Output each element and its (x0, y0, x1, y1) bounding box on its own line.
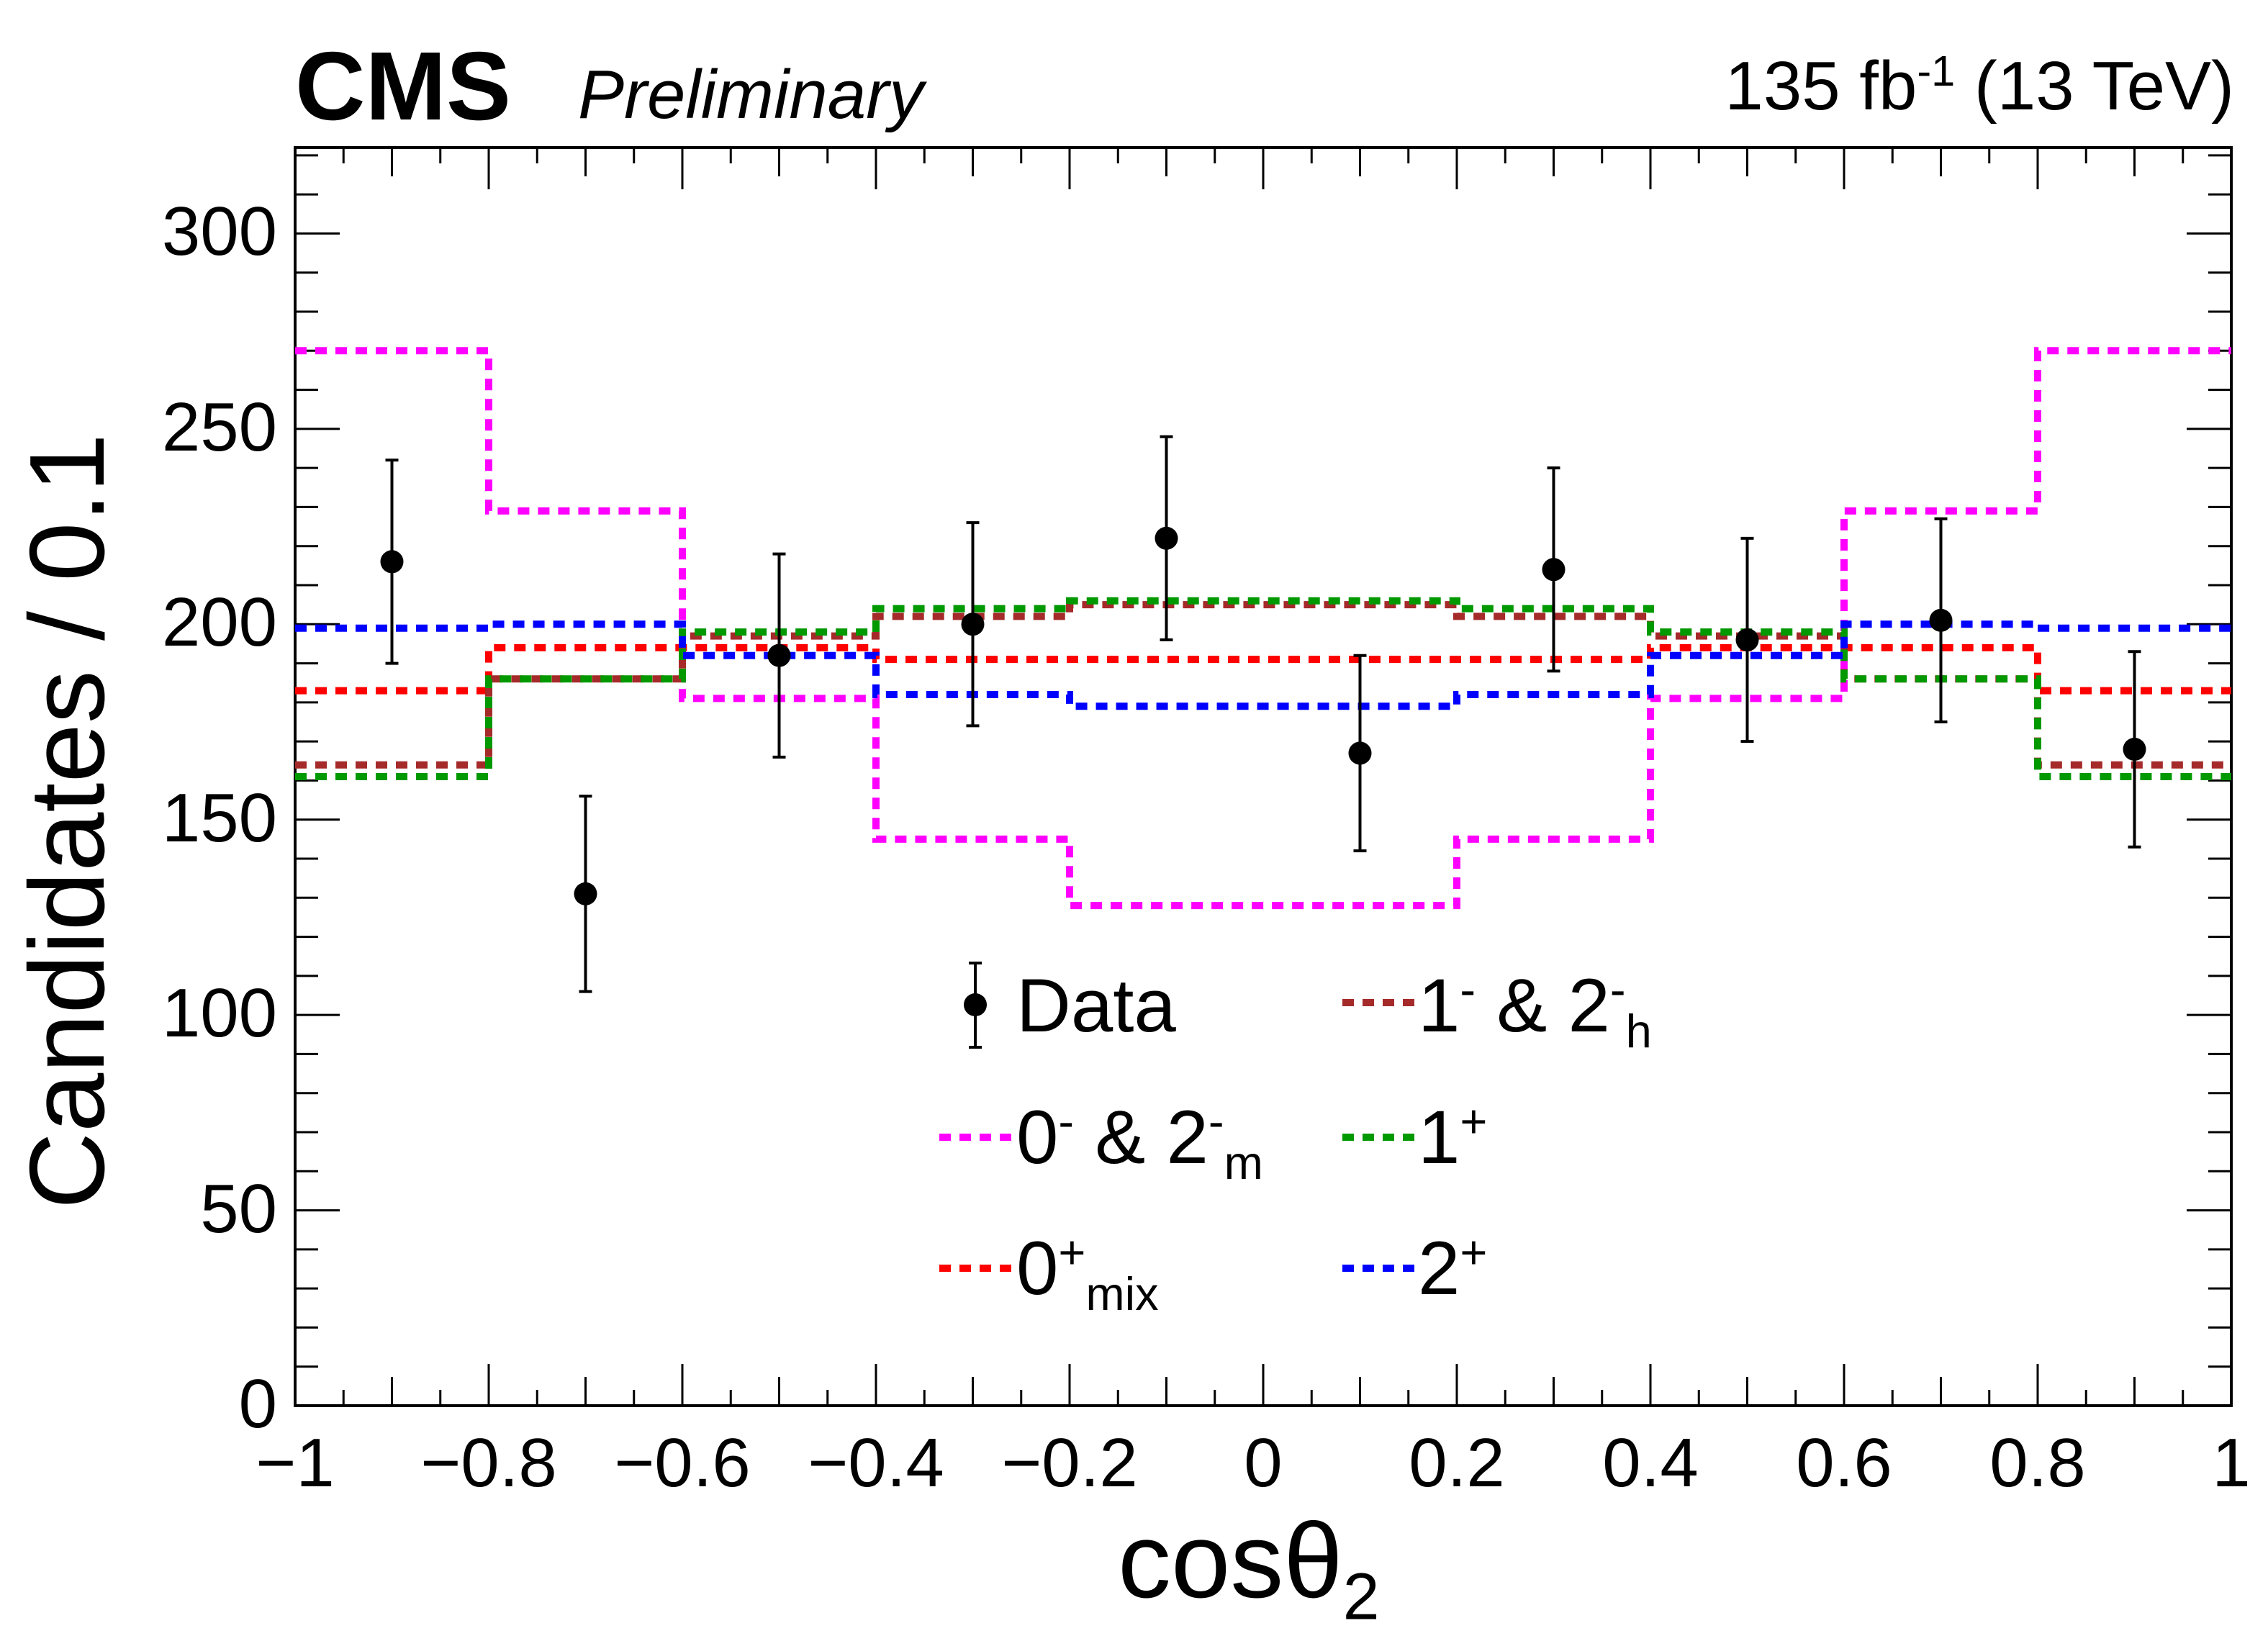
x-tick-label: −0.8 (420, 1424, 557, 1501)
data-point (1155, 526, 1178, 550)
data-point (2123, 738, 2146, 761)
legend-1minus-main: 1 (1418, 964, 1460, 1048)
y-tick-label: 300 (161, 193, 277, 271)
y-tick-label: 250 (161, 388, 277, 466)
legend-0mix-sub: mix (1085, 1267, 1159, 1320)
histogram-2- (295, 620, 2231, 710)
histogram-0-2-m (295, 347, 2231, 910)
x-axis-title: cosθ2 (1118, 1508, 1380, 1630)
legend-0mix-sup: + (1058, 1226, 1086, 1278)
status-label: Preliminary (578, 56, 924, 133)
energy-label: (13 TeV) (1974, 48, 2234, 125)
y-tick-label: 100 (161, 975, 277, 1052)
legend-1plus-sup: + (1460, 1095, 1488, 1147)
legend-0minus-sup: - (1058, 1095, 1075, 1147)
legend-text-data: Data (1016, 964, 1176, 1048)
legend-0minus-mid: & 2 (1074, 1095, 1208, 1180)
legend-text-0plus-mix: 0+mix (1016, 1229, 1159, 1317)
plot-frame (294, 146, 2233, 1407)
data-point (574, 882, 597, 905)
legend-2h-sub: h (1625, 1005, 1652, 1057)
x-tick-label: −0.2 (1001, 1424, 1138, 1501)
legend-text-1minus-2h: 1- & 2-h (1418, 966, 1652, 1054)
data-point (1929, 608, 1953, 632)
x-tick-label: 0.4 (1602, 1424, 1699, 1501)
histogram-1- (295, 597, 2231, 780)
x-tick-label: 0.2 (1409, 1424, 1505, 1501)
data-point (1348, 741, 1372, 765)
experiment-label: CMS (295, 32, 511, 140)
data-point (767, 643, 791, 667)
x-tick-label: 1 (2212, 1424, 2251, 1501)
legend-0mix-main: 0 (1016, 1226, 1059, 1311)
legend-1minus-mid: & 2 (1476, 964, 1610, 1048)
x-axis-title-subscript: 2 (1342, 1560, 1380, 1634)
data-point (1735, 628, 1759, 651)
x-tick-label: 0.8 (1989, 1424, 2086, 1501)
legend-markers (939, 962, 1414, 1272)
y-tick-label: 0 (238, 1365, 277, 1442)
histogram-0-mix (295, 643, 2231, 695)
data-point (1542, 558, 1566, 582)
legend-1plus-main: 1 (1418, 1095, 1460, 1180)
legend-marker-data-dot (964, 993, 987, 1016)
x-axis-title-base: cosθ (1118, 1501, 1343, 1620)
y-tick-label: 200 (161, 584, 277, 661)
data-point (961, 613, 985, 636)
legend-2m-sub: m (1224, 1136, 1263, 1189)
lumi-exponent: -1 (1917, 47, 1956, 95)
y-tick-label: 150 (161, 779, 277, 857)
legend-1minus-sup: - (1460, 963, 1476, 1016)
legend-0minus-main: 0 (1016, 1095, 1059, 1180)
legend-2plus-main: 2 (1418, 1226, 1460, 1311)
lumi-value: 135 fb (1725, 48, 1917, 125)
y-tick-label: 50 (200, 1170, 277, 1247)
data-points (380, 435, 2146, 993)
legend-text-2plus: 2+ (1418, 1229, 1487, 1306)
x-tick-label: 0 (1244, 1424, 1283, 1501)
plot-border (294, 146, 2233, 1407)
x-tick-label: 0.6 (1796, 1424, 1892, 1501)
legend-2plus-sup: + (1460, 1226, 1488, 1278)
legend-text-1plus: 1+ (1418, 1098, 1487, 1175)
lumi-label: 135 fb-1 (13 TeV) (1725, 50, 2234, 121)
legend-text-0minus-2m: 0- & 2-m (1016, 1098, 1263, 1186)
legend-2h-sup: - (1609, 963, 1626, 1016)
data-point (380, 550, 404, 574)
x-tick-label: −0.4 (808, 1424, 944, 1501)
y-axis-title: Candidates / 0.1 (8, 433, 127, 1209)
x-tick-label: −0.6 (614, 1424, 751, 1501)
legend-2m-sup: - (1208, 1095, 1224, 1147)
x-tick-label: −1 (256, 1424, 335, 1501)
model-histograms (295, 347, 2231, 910)
